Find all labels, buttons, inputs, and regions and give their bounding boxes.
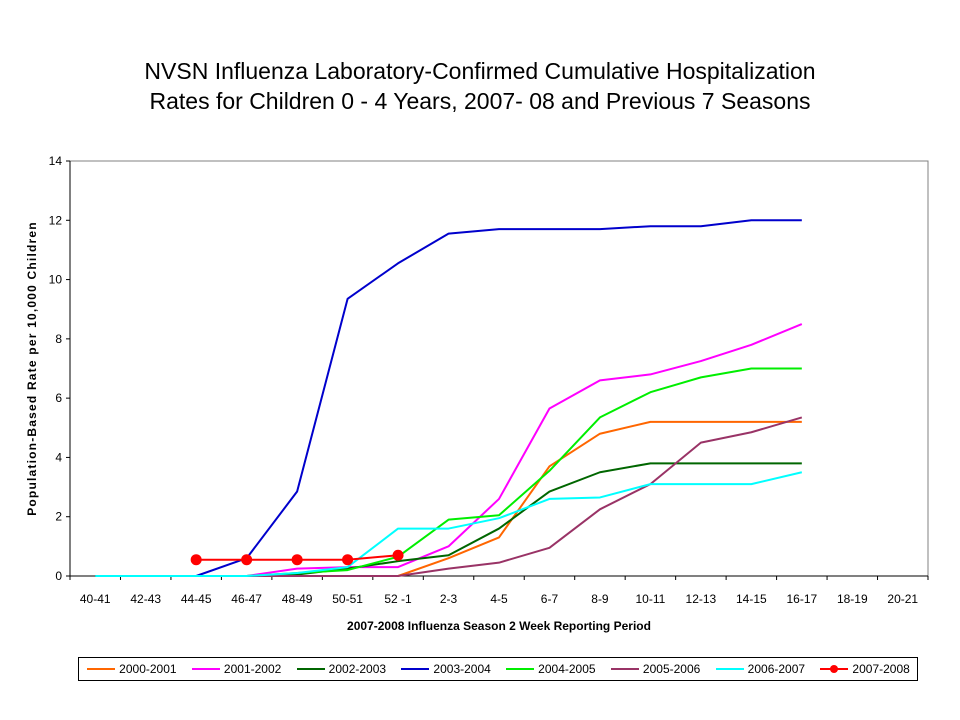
legend-swatch <box>506 668 535 670</box>
legend-label: 2006-2007 <box>747 662 806 676</box>
y-tick-label: 10 <box>49 273 63 287</box>
x-tick-label: 12-13 <box>686 592 717 606</box>
x-tick-label: 18-19 <box>837 592 868 606</box>
legend-item: 2007-2008 <box>819 662 910 676</box>
x-axis-title: 2007-2008 Influenza Season 2 Week Report… <box>347 619 651 633</box>
x-tick-label: 20-21 <box>887 592 918 606</box>
x-tick-label: 48-49 <box>282 592 313 606</box>
legend-swatch <box>820 665 849 673</box>
legend-label: 2000-2001 <box>119 662 177 676</box>
data-point-2007-2008 <box>291 554 303 566</box>
x-tick-label: 40-41 <box>80 592 111 606</box>
chart-title: NVSN Influenza Laboratory-Confirmed Cumu… <box>0 56 960 116</box>
data-point-2007-2008 <box>190 554 202 566</box>
x-tick-label: 44-45 <box>181 592 212 606</box>
legend-item: 2001-2002 <box>191 662 281 676</box>
x-tick-label: 16-17 <box>786 592 817 606</box>
data-point-2007-2008 <box>241 554 253 566</box>
legend-label: 2003-2004 <box>433 662 491 676</box>
chart-title-line-1: NVSN Influenza Laboratory-Confirmed Cumu… <box>144 58 816 84</box>
legend-item: 2005-2006 <box>610 662 700 676</box>
y-tick-label: 6 <box>55 391 62 405</box>
x-tick-label: 8-9 <box>591 592 609 606</box>
x-tick-label: 52 -1 <box>384 592 412 606</box>
legend-label: 2004-2005 <box>538 662 596 676</box>
series-line-2006-2007 <box>95 471 803 577</box>
x-tick-label: 42-43 <box>130 592 161 606</box>
legend-item: 2006-2007 <box>715 662 805 676</box>
x-tick-label: 50-51 <box>332 592 363 606</box>
series-line-2001-2002 <box>95 323 803 577</box>
x-tick-label: 46-47 <box>231 592 262 606</box>
x-tick-label: 6-7 <box>541 592 559 606</box>
data-point-2007-2008 <box>342 554 354 566</box>
legend-swatch <box>610 668 639 670</box>
legend-label: 2001-2002 <box>223 662 282 676</box>
x-tick-label: 2-3 <box>440 592 458 606</box>
y-tick-label: 0 <box>55 569 62 583</box>
chart-title-line-2: Rates for Children 0 - 4 Years, 2007- 08… <box>149 88 811 114</box>
legend-item: 2003-2004 <box>400 662 491 676</box>
chart-legend: 2000-2001 2001-2002 2002-2003 2003-2004 2004… <box>78 657 918 681</box>
series-line-2005-2006 <box>95 416 803 577</box>
y-axis-title: Population-Based Rate per 10,000 Childre… <box>25 221 39 516</box>
legend-swatch-marker <box>830 665 839 673</box>
legend-item: 2002-2003 <box>296 662 386 676</box>
series-line-2004-2005 <box>95 367 802 577</box>
legend-swatch <box>296 668 325 670</box>
legend-item: 2004-2005 <box>505 662 596 676</box>
y-tick-label: 4 <box>55 450 62 464</box>
legend-swatch <box>715 668 744 670</box>
legend-swatch <box>87 668 116 670</box>
y-tick-label: 8 <box>55 332 62 346</box>
x-tick-label: 4-5 <box>490 592 508 606</box>
legend-label: 2007-2008 <box>852 662 910 676</box>
x-tick-label: 14-15 <box>736 592 767 606</box>
legend-label: 2005-2006 <box>642 662 701 676</box>
legend-item: 2000-2001 <box>86 662 177 676</box>
legend-label: 2002-2003 <box>328 662 387 676</box>
series-line-2000-2001 <box>95 420 802 577</box>
series-line-2003-2004 <box>95 219 802 577</box>
legend-swatch <box>401 668 430 670</box>
x-tick-label: 10-11 <box>636 592 666 606</box>
data-point-2007-2008 <box>392 549 404 561</box>
line-chart: 0 2 4 6 8 10 12 14 40-41 42-43 44-45 46-47 48-49 50-5… <box>25 154 929 633</box>
y-tick-label: 2 <box>55 510 62 524</box>
y-tick-label: 12 <box>49 213 63 227</box>
legend-swatch <box>191 668 220 670</box>
y-tick-label: 14 <box>49 154 63 168</box>
